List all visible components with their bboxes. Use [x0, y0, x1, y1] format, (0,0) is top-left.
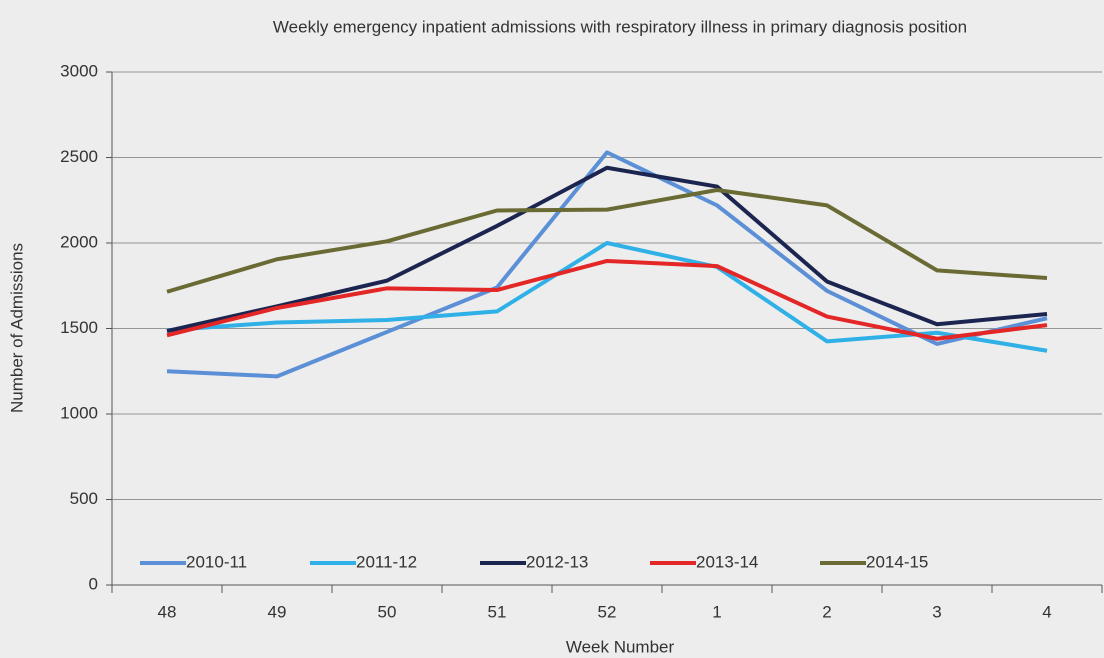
chart-title: Weekly emergency inpatient admissions wi…: [273, 17, 967, 36]
y-tick-label: 1000: [60, 403, 98, 422]
legend-label: 2010-11: [186, 552, 247, 571]
x-tick-label: 49: [268, 602, 287, 621]
y-tick-label: 2000: [60, 232, 98, 251]
x-tick-label: 51: [488, 602, 507, 621]
legend-label: 2013-14: [696, 552, 758, 571]
x-tick-label: 3: [932, 602, 941, 621]
legend-label: 2011-12: [356, 552, 417, 571]
x-tick-label: 52: [598, 602, 617, 621]
y-axis-label: Number of Admissions: [7, 243, 26, 413]
series-line: [166, 241, 1048, 353]
y-tick-label: 3000: [60, 61, 98, 80]
legend-label: 2014-15: [866, 552, 928, 571]
x-tick-label: 48: [158, 602, 177, 621]
series-line: [166, 258, 1048, 341]
series-line: [166, 150, 1048, 379]
y-tick-label: 0: [89, 574, 98, 593]
x-tick-label: 4: [1042, 602, 1051, 621]
x-tick-label: 1: [712, 602, 721, 621]
y-tick-label: 500: [70, 489, 98, 508]
series-line: [166, 165, 1048, 334]
x-tick-label: 2: [822, 602, 831, 621]
series-line: [166, 187, 1048, 294]
x-axis-label: Week Number: [566, 637, 675, 656]
legend-label: 2012-13: [526, 552, 588, 571]
y-tick-label: 2500: [60, 147, 98, 166]
x-tick-label: 50: [378, 602, 397, 621]
y-tick-label: 1500: [60, 318, 98, 337]
